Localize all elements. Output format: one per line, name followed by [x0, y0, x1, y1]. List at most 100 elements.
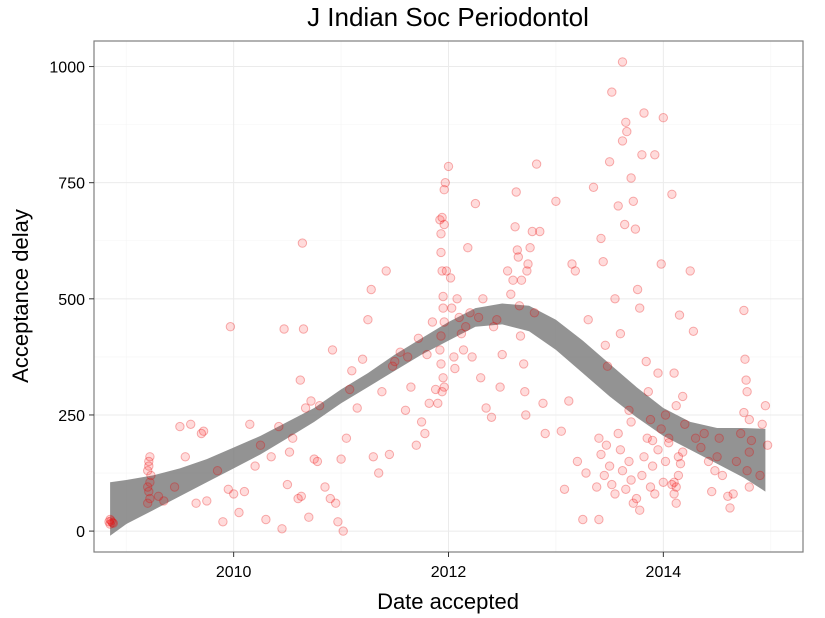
- data-point: [314, 401, 325, 411]
- data-point: [506, 289, 516, 299]
- data-point: [604, 157, 615, 167]
- data-point: [600, 340, 610, 350]
- data-point: [495, 382, 505, 392]
- data-point: [680, 419, 690, 429]
- x-tick-label: 2010: [216, 564, 252, 581]
- data-point: [492, 315, 502, 325]
- data-point: [588, 182, 599, 193]
- data-point: [529, 308, 540, 318]
- data-point: [525, 243, 535, 253]
- data-point: [620, 219, 630, 230]
- data-point: [658, 477, 668, 487]
- data-point: [522, 266, 532, 276]
- data-point: [630, 224, 641, 234]
- data-point: [660, 456, 671, 467]
- y-axis: 0 250 500 750 1000: [49, 60, 94, 541]
- data-point: [458, 345, 469, 355]
- data-point: [594, 514, 604, 525]
- data-point: [641, 356, 651, 367]
- data-point: [639, 108, 649, 118]
- data-point: [449, 352, 459, 362]
- data-point: [481, 403, 491, 413]
- data-point: [669, 489, 679, 499]
- data-point: [338, 526, 348, 536]
- data-point: [703, 456, 714, 467]
- data-point: [345, 384, 355, 395]
- data-point: [441, 266, 452, 276]
- data-point: [212, 466, 223, 476]
- data-point: [564, 396, 574, 406]
- data-point: [615, 329, 626, 339]
- data-point: [416, 417, 427, 427]
- data-point: [384, 449, 395, 460]
- data-point: [710, 466, 720, 476]
- data-point: [300, 403, 311, 413]
- data-point: [437, 387, 447, 397]
- data-point: [288, 433, 298, 443]
- data-point: [594, 433, 604, 443]
- data-point: [363, 315, 373, 325]
- x-axis-title: Date accepted: [377, 589, 519, 614]
- data-point: [437, 212, 447, 223]
- data-point: [622, 126, 632, 137]
- x-tick-label: 2014: [646, 564, 682, 581]
- data-point: [274, 421, 284, 432]
- data-point: [626, 475, 636, 485]
- data-point: [567, 259, 577, 269]
- y-tick-label: 750: [58, 176, 85, 193]
- data-point: [621, 484, 631, 494]
- data-point: [473, 312, 484, 323]
- data-point: [325, 493, 335, 504]
- data-point: [739, 305, 749, 316]
- data-point: [104, 517, 114, 527]
- data-point: [699, 428, 709, 439]
- data-point: [180, 452, 191, 462]
- data-point: [617, 57, 628, 67]
- data-point: [581, 468, 591, 478]
- data-point: [658, 113, 668, 123]
- data-point: [433, 398, 443, 408]
- data-point: [656, 424, 666, 434]
- data-point: [331, 498, 341, 508]
- data-point: [186, 419, 196, 429]
- data-point: [450, 363, 460, 374]
- data-point: [295, 375, 305, 385]
- data-point: [266, 452, 276, 462]
- data-point: [660, 410, 671, 420]
- data-point: [599, 470, 609, 481]
- data-point: [740, 354, 750, 364]
- data-point: [642, 433, 652, 443]
- data-point: [438, 373, 448, 383]
- data-point: [728, 489, 738, 499]
- data-point: [223, 484, 234, 494]
- data-point: [739, 407, 749, 418]
- chart-title: J Indian Soc Periodontol: [307, 2, 589, 32]
- data-point: [145, 493, 155, 504]
- data-point: [413, 333, 424, 343]
- data-point: [628, 498, 638, 508]
- data-point: [341, 433, 352, 443]
- data-point: [420, 428, 430, 439]
- data-point: [635, 505, 645, 515]
- data-point: [508, 275, 518, 285]
- data-point: [690, 433, 701, 443]
- data-point: [723, 491, 733, 501]
- data-point: [390, 356, 400, 367]
- data-point: [615, 445, 626, 455]
- data-point: [725, 503, 735, 513]
- data-point: [671, 498, 681, 508]
- data-point: [461, 322, 471, 332]
- data-point: [296, 491, 306, 501]
- data-point: [293, 493, 303, 504]
- data-point: [578, 514, 588, 525]
- points-layer: [104, 57, 773, 536]
- data-point: [645, 414, 656, 425]
- data-point: [153, 491, 164, 501]
- data-point: [443, 161, 454, 172]
- data-point: [439, 382, 449, 392]
- data-point: [556, 426, 566, 436]
- data-point: [452, 294, 462, 304]
- data-point: [667, 479, 677, 490]
- data-point: [145, 452, 155, 462]
- data-point: [284, 447, 295, 457]
